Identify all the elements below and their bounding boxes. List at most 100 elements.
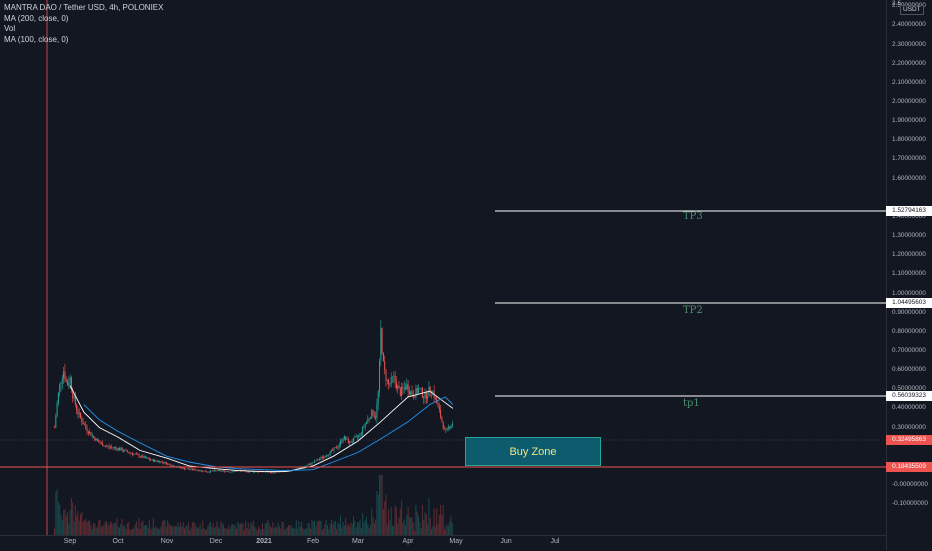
volume-bar — [198, 527, 200, 535]
candle-body — [314, 460, 316, 463]
volume-bar — [373, 523, 375, 535]
candle-body — [69, 377, 71, 384]
candle-body — [77, 410, 79, 415]
volume-bar — [321, 529, 323, 535]
volume-bar — [419, 522, 421, 535]
volume-bar — [402, 522, 404, 535]
candle-body — [111, 447, 113, 448]
price-tick: 1.40000000 — [892, 212, 926, 220]
volume-bar — [76, 515, 78, 535]
candle-body — [89, 431, 91, 434]
time-tick: May — [449, 538, 463, 545]
price-tick: 0.40000000 — [892, 404, 926, 412]
volume-bar — [109, 521, 111, 535]
candle-body — [341, 440, 343, 442]
candle-body — [420, 388, 422, 389]
candle-body — [54, 427, 56, 429]
candle-body — [228, 471, 230, 473]
currency-label[interactable]: USDT — [900, 5, 924, 15]
ma100-legend[interactable]: MA (100, close, 0) — [4, 34, 69, 44]
volume-bar — [416, 511, 418, 535]
tp2-label: TP2 — [683, 305, 703, 316]
candle-body — [360, 433, 362, 434]
time-tick: Sep — [63, 538, 77, 545]
price-axis[interactable]: 2.6 2.500000002.400000002.300000002.2000… — [886, 0, 932, 550]
volume-bar — [142, 520, 144, 535]
volume-bar — [167, 520, 169, 535]
volume-bar — [225, 528, 227, 535]
candle-body — [91, 435, 93, 437]
time-axis[interactable]: Sep Oct Nov Dec 2021 Feb Mar Apr May Jun Jul — [0, 535, 886, 551]
volume-bar — [215, 527, 217, 535]
time-tick: Nov — [160, 538, 174, 545]
volume-bar — [432, 525, 434, 535]
candle-body — [299, 467, 301, 469]
volume-bar — [116, 518, 118, 535]
candle-body — [154, 460, 156, 462]
volume-legend[interactable]: Vol — [4, 24, 16, 33]
tp1-label: tp1 — [683, 398, 700, 409]
candle-body — [225, 471, 227, 472]
candle-body — [347, 438, 349, 444]
volume-bar — [176, 525, 178, 535]
price-tick: -0.10000000 — [892, 500, 928, 508]
candle-body — [128, 451, 130, 453]
ma200-legend[interactable]: MA (200, close, 0) — [4, 13, 69, 23]
candle-body — [103, 445, 105, 447]
volume-bar — [437, 523, 439, 535]
volume-bar — [447, 525, 449, 535]
candle-body — [406, 384, 408, 390]
candle-body — [329, 451, 331, 455]
candle-body — [226, 471, 228, 472]
candle-body — [325, 455, 327, 458]
volume-bar — [350, 522, 352, 535]
volume-bar — [100, 526, 102, 535]
candle-body — [389, 383, 391, 385]
volume-bar — [73, 521, 75, 535]
candle-body — [108, 446, 110, 448]
volume-bar — [421, 505, 423, 535]
volume-bar — [56, 489, 58, 535]
candle-body — [74, 396, 76, 405]
volume-bar — [195, 526, 197, 535]
candle-body — [358, 435, 360, 437]
volume-bar — [451, 523, 453, 535]
candle-body — [290, 470, 292, 472]
candle-body — [247, 471, 249, 473]
time-tick: Feb — [306, 538, 320, 545]
candle-body — [206, 471, 208, 473]
candle-body — [158, 461, 160, 462]
price-tick: 1.80000000 — [892, 136, 926, 144]
volume-bar — [311, 519, 313, 535]
candle-body — [264, 471, 266, 473]
symbol-title[interactable]: MANTRA DAO / Tether USD, 4h, POLONIEX — [4, 3, 164, 12]
volume-bar — [81, 511, 83, 535]
price-tick: 1.10000000 — [892, 270, 926, 278]
candle-body — [137, 453, 139, 455]
candle-body — [408, 391, 410, 395]
candle-body — [371, 410, 373, 419]
volume-bar — [290, 525, 292, 535]
price-chart-area[interactable] — [0, 0, 886, 535]
volume-bar — [137, 527, 139, 535]
candle-body — [83, 424, 85, 425]
buy-zone-box[interactable]: Buy Zone — [465, 437, 601, 466]
volume-bar — [343, 525, 345, 535]
candle-body — [411, 391, 413, 396]
volume-bar — [314, 520, 316, 535]
volume-bar — [72, 502, 74, 535]
candle-body — [271, 471, 273, 474]
candle-body — [197, 470, 199, 471]
volume-bar — [291, 528, 293, 535]
volume-bar — [445, 526, 447, 535]
volume-bar — [359, 520, 361, 535]
time-tick: Jul — [550, 538, 560, 545]
volume-bar — [262, 523, 264, 535]
candle-body — [160, 461, 162, 463]
candle-body — [130, 452, 132, 454]
volume-bar — [418, 516, 420, 535]
volume-bar — [68, 523, 70, 535]
volume-bar — [360, 528, 362, 535]
candle-body — [221, 470, 223, 472]
candle-body — [441, 417, 443, 422]
